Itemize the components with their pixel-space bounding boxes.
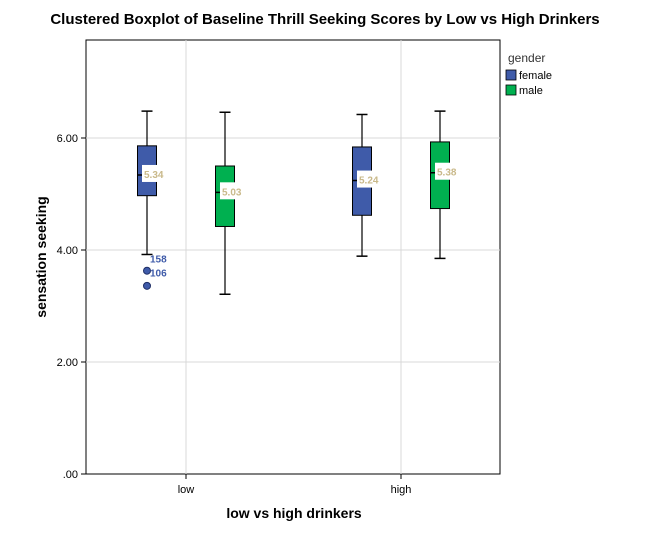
chart-title: Clustered Boxplot of Baseline Thrill See…	[50, 11, 599, 28]
y-tick-label: 6.00	[57, 133, 78, 145]
median-label: 5.24	[359, 176, 379, 187]
y-axis-label: sensation seeking	[33, 196, 49, 317]
y-tick-label: 4.00	[57, 245, 78, 257]
y-tick-label: 2.00	[57, 357, 78, 369]
median-label: 5.03	[222, 187, 242, 198]
box-male-low: 5.03	[215, 111, 247, 295]
median-label-bg	[142, 164, 169, 182]
legend-swatch-male	[505, 84, 517, 96]
legend-label-female: female	[519, 70, 552, 82]
box-female-low: 5.34	[137, 110, 169, 290]
median-label-bg	[220, 182, 247, 200]
median-label: 5.34	[144, 170, 164, 181]
median-label: 5.38	[437, 168, 457, 179]
plot-area: .00 2.00 4.00 6.00 low high 5.34 5.24 5.03 5.38 15…	[57, 39, 501, 496]
box-female-high: 5.24	[352, 113, 384, 257]
y-tick-label: .00	[63, 469, 78, 481]
median-label-bg	[435, 162, 462, 180]
box-male-high: 5.38	[430, 110, 462, 260]
plot-frame	[85, 39, 501, 475]
median-label-bg	[357, 170, 384, 188]
legend-label-male: male	[519, 85, 543, 97]
x-tick-label: high	[391, 484, 412, 496]
legend-title: gender	[508, 51, 545, 65]
outlier-point	[143, 266, 151, 275]
outlier-label: 106	[150, 269, 167, 280]
outlier-label: 158	[150, 255, 167, 266]
legend-swatch-female	[505, 69, 517, 81]
legend: gender female male	[505, 51, 552, 97]
outlier-point	[143, 281, 151, 290]
x-axis-label: low vs high drinkers	[226, 505, 362, 521]
x-tick-label: low	[178, 484, 195, 496]
